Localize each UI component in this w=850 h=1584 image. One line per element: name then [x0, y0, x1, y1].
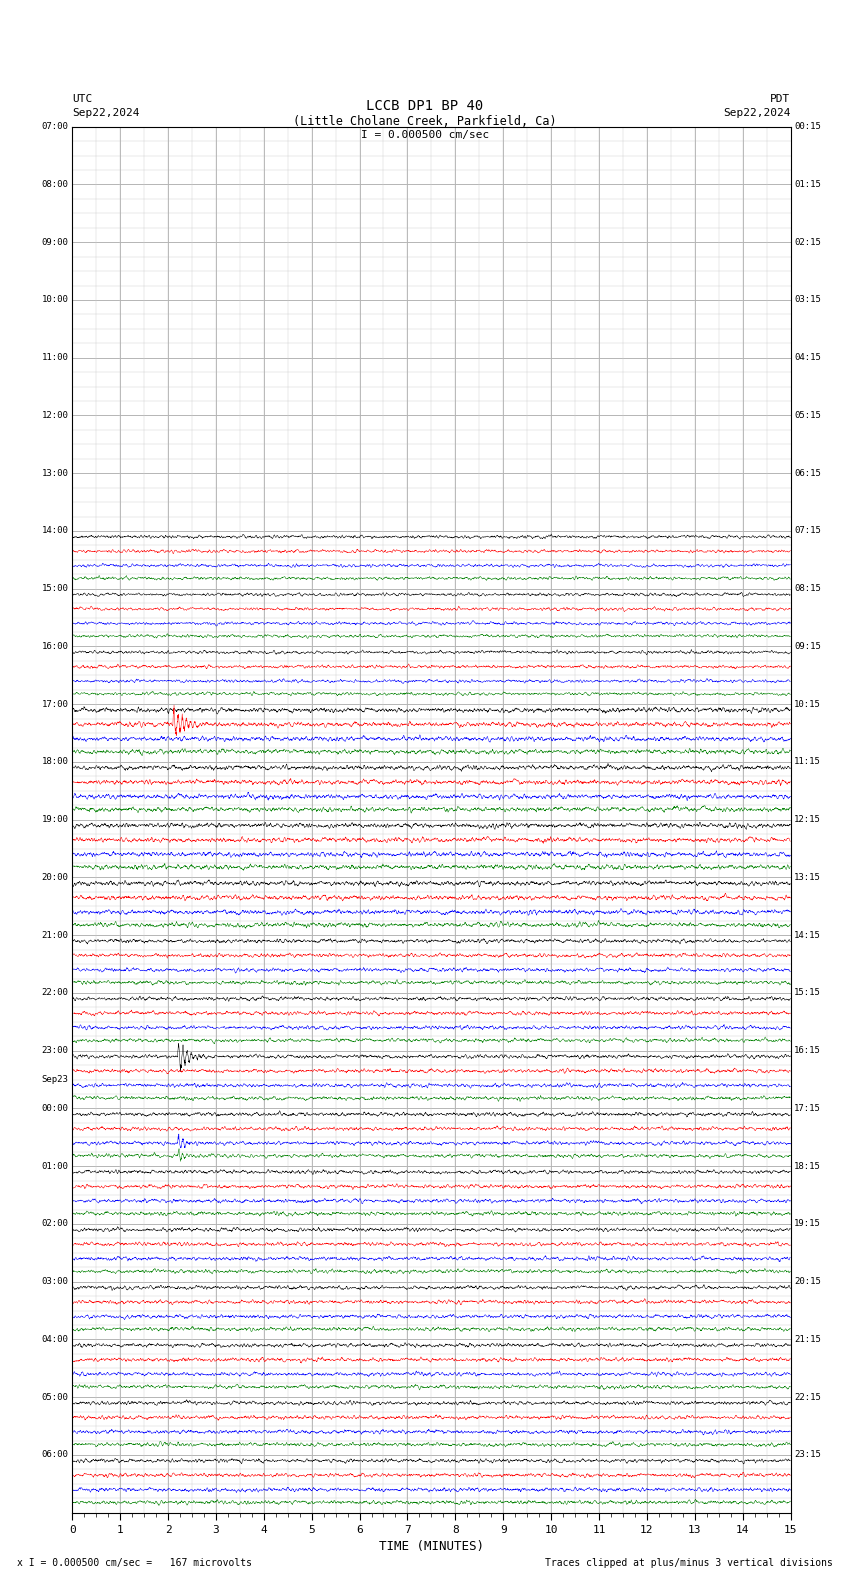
Text: 11:00: 11:00 [42, 353, 69, 363]
Text: LCCB DP1 BP 40: LCCB DP1 BP 40 [366, 100, 484, 114]
Text: 08:00: 08:00 [42, 181, 69, 188]
Text: 21:15: 21:15 [794, 1335, 821, 1343]
Text: 03:00: 03:00 [42, 1277, 69, 1286]
Text: 17:00: 17:00 [42, 700, 69, 708]
Text: 00:00: 00:00 [42, 1104, 69, 1114]
Text: PDT: PDT [770, 93, 790, 103]
Text: 16:00: 16:00 [42, 642, 69, 651]
Text: (Little Cholane Creek, Parkfield, Ca): (Little Cholane Creek, Parkfield, Ca) [293, 114, 557, 127]
Text: 16:15: 16:15 [794, 1045, 821, 1055]
Text: 22:15: 22:15 [794, 1392, 821, 1402]
Text: 03:15: 03:15 [794, 296, 821, 304]
Text: 12:15: 12:15 [794, 816, 821, 824]
Text: 20:15: 20:15 [794, 1277, 821, 1286]
Text: 02:00: 02:00 [42, 1220, 69, 1229]
Text: 04:00: 04:00 [42, 1335, 69, 1343]
Text: 12:00: 12:00 [42, 410, 69, 420]
Text: Sep22,2024: Sep22,2024 [72, 108, 139, 117]
Text: 10:00: 10:00 [42, 296, 69, 304]
Text: 10:15: 10:15 [794, 700, 821, 708]
Text: 18:15: 18:15 [794, 1161, 821, 1171]
Text: 20:00: 20:00 [42, 873, 69, 882]
Text: 05:00: 05:00 [42, 1392, 69, 1402]
Text: 01:00: 01:00 [42, 1161, 69, 1171]
Text: 21:00: 21:00 [42, 931, 69, 939]
Text: Sep23: Sep23 [42, 1076, 69, 1083]
Text: I = 0.000500 cm/sec: I = 0.000500 cm/sec [361, 130, 489, 139]
Text: 07:00: 07:00 [42, 122, 69, 131]
Text: 15:00: 15:00 [42, 584, 69, 594]
Text: 09:00: 09:00 [42, 238, 69, 247]
Text: 06:15: 06:15 [794, 469, 821, 478]
Text: 23:15: 23:15 [794, 1451, 821, 1459]
Text: Sep22,2024: Sep22,2024 [723, 108, 791, 117]
Text: 19:15: 19:15 [794, 1220, 821, 1229]
Text: 18:00: 18:00 [42, 757, 69, 767]
Text: 23:00: 23:00 [42, 1045, 69, 1055]
Text: 11:15: 11:15 [794, 757, 821, 767]
Text: 05:15: 05:15 [794, 410, 821, 420]
Text: 14:15: 14:15 [794, 931, 821, 939]
Text: 02:15: 02:15 [794, 238, 821, 247]
Text: 13:15: 13:15 [794, 873, 821, 882]
Text: 17:15: 17:15 [794, 1104, 821, 1114]
Text: 08:15: 08:15 [794, 584, 821, 594]
Text: x I = 0.000500 cm/sec =   167 microvolts: x I = 0.000500 cm/sec = 167 microvolts [17, 1559, 252, 1568]
Text: 06:00: 06:00 [42, 1451, 69, 1459]
Text: 01:15: 01:15 [794, 181, 821, 188]
Text: Traces clipped at plus/minus 3 vertical divisions: Traces clipped at plus/minus 3 vertical … [545, 1559, 833, 1568]
Text: 14:00: 14:00 [42, 526, 69, 535]
Text: 09:15: 09:15 [794, 642, 821, 651]
Text: 00:15: 00:15 [794, 122, 821, 131]
Text: 07:15: 07:15 [794, 526, 821, 535]
Text: UTC: UTC [72, 93, 93, 103]
X-axis label: TIME (MINUTES): TIME (MINUTES) [379, 1540, 484, 1552]
Text: 15:15: 15:15 [794, 988, 821, 998]
Text: 22:00: 22:00 [42, 988, 69, 998]
Text: 04:15: 04:15 [794, 353, 821, 363]
Text: 13:00: 13:00 [42, 469, 69, 478]
Text: 19:00: 19:00 [42, 816, 69, 824]
